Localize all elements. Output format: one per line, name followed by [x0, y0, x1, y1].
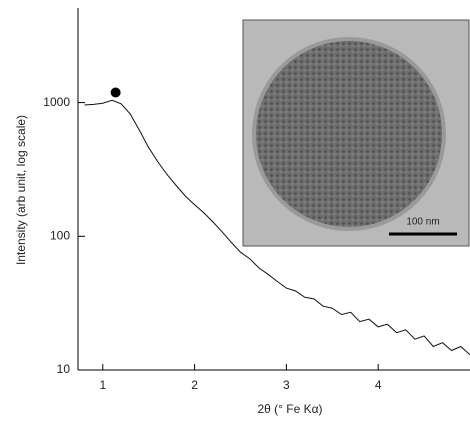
- y-axis-label: Intensity (arb unit, log scale): [14, 115, 28, 265]
- inset-image: 100 nm: [242, 19, 470, 247]
- x-tick-label: 1: [99, 378, 106, 392]
- scale-label: 100 nm: [406, 217, 439, 228]
- peak-marker: [110, 87, 121, 98]
- x-tick-label: 3: [283, 378, 290, 392]
- y-tick-label: 1000: [43, 95, 70, 109]
- y-tick-label: 10: [57, 362, 71, 376]
- data-line: [84, 99, 470, 356]
- x-tick-label: 4: [375, 378, 382, 392]
- y-tick-label: 100: [50, 228, 70, 242]
- x-tick-label: 2: [191, 378, 198, 392]
- particle: [256, 41, 442, 227]
- x-axis-label: 2θ (° Fe Kα): [257, 402, 322, 416]
